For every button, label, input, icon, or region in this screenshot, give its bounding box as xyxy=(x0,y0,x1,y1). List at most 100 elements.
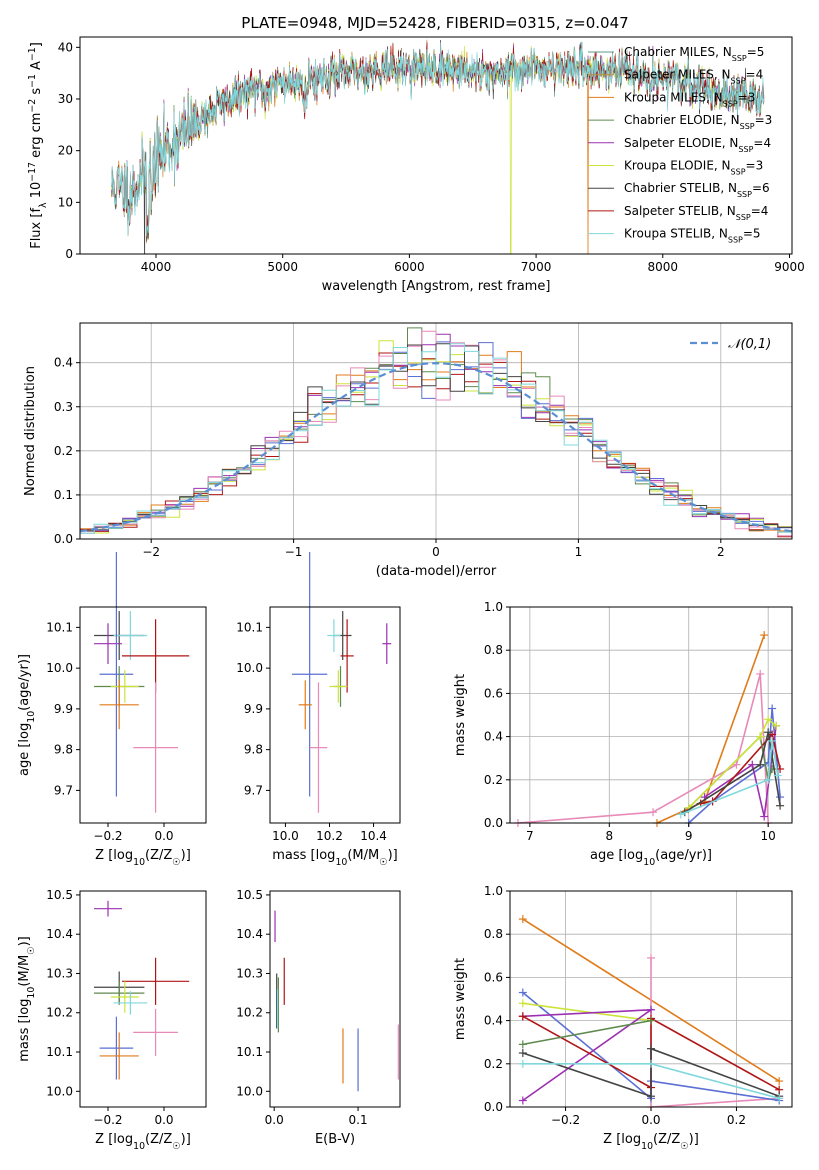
y-tick-label: 40 xyxy=(58,40,73,54)
label-part: )] xyxy=(181,1132,191,1147)
legend-model-name: Chabrier STELIB, N xyxy=(624,181,737,195)
label-part: −1 xyxy=(27,47,38,61)
x-axis-label: wavelength [Angstrom, rest frame] xyxy=(322,279,551,294)
label-part: ] xyxy=(29,42,44,47)
label-part: log xyxy=(17,999,32,1019)
legend-entry: Chabrier STELIB, NSSP=6 xyxy=(624,181,770,199)
x-tick-label: 9 xyxy=(685,829,693,843)
x-tick-label: 10.4 xyxy=(360,829,387,843)
label-part: (age/yr)] xyxy=(655,848,712,863)
x-tick-label: −0.2 xyxy=(551,1113,580,1127)
y-tick-label: 9.9 xyxy=(54,702,73,716)
x-tick-label: 0 xyxy=(432,545,440,559)
normal-curve xyxy=(80,361,792,533)
y-tick-label: 10 xyxy=(58,195,73,209)
y-axis-label: age [log10(age/yr)] xyxy=(17,654,37,776)
label-part: (data-model)/error xyxy=(376,564,497,579)
y-tick-label: 10.1 xyxy=(236,620,263,634)
label-part: (age/yr)] xyxy=(17,654,32,711)
legend-sub: SSP xyxy=(740,122,755,131)
label-part: (Z/Z xyxy=(145,1132,172,1147)
x-tick-label: 10.2 xyxy=(316,829,343,843)
label-part: (Z/Z xyxy=(653,1132,680,1147)
label-part: log xyxy=(17,723,32,743)
label-part: ☉ xyxy=(172,1141,180,1152)
mass-vs-metallicity-panel: −0.2 0.010.010.110.210.310.410.5Z [log10(… xyxy=(17,888,207,1152)
label-part: (Z/Z xyxy=(145,848,172,863)
legend-model-name: Chabrier MILES, N xyxy=(624,45,732,59)
axes-frame xyxy=(269,606,401,824)
x-axis-label: Z [log10(Z/Z☉)] xyxy=(603,1132,699,1152)
x-tick-label: 0.1 xyxy=(349,1113,368,1127)
label-part: age [ xyxy=(17,743,32,776)
spectrum-panel: 4000 5000 6000 7000 8000 9000 0 10 20 30 40 wavelen… xyxy=(27,36,805,294)
x-tick-label: 8 xyxy=(605,829,613,843)
x-axis-label: E(B-V) xyxy=(315,1132,355,1147)
x-tick-label: 1 xyxy=(575,545,583,559)
label-part: Z [ xyxy=(95,848,113,863)
x-axis-label: Z [log10(Z/Z☉)] xyxy=(95,1132,191,1152)
y-tick-label: 0.4 xyxy=(484,1014,503,1028)
y-tick-label: 0.3 xyxy=(54,400,73,414)
label-part: E(B-V) xyxy=(315,1132,355,1147)
y-tick-label: 0.8 xyxy=(484,643,503,657)
label-part: 10 xyxy=(26,711,37,723)
x-tick-label: −0.2 xyxy=(93,829,122,843)
legend-sub: SSP xyxy=(723,99,738,108)
label-part: )] xyxy=(689,1132,699,1147)
x-tick-label: 0.2 xyxy=(727,1113,746,1127)
y-tick-label: 0.6 xyxy=(484,970,503,984)
legend-count: =4 xyxy=(753,136,771,150)
label-part: −1 xyxy=(27,74,38,88)
y-tick-label: 0.0 xyxy=(484,816,503,830)
label-part: ☉ xyxy=(26,946,37,954)
legend-entry: Salpeter ELODIE, NSSP=4 xyxy=(624,136,771,154)
label-part: erg cm xyxy=(29,113,44,162)
legend-model-name: Kroupa STELIB, N xyxy=(624,227,728,241)
weight-series-line xyxy=(704,725,777,817)
y-tick-label: 0.8 xyxy=(484,927,503,941)
y-tick-label: 0.4 xyxy=(484,730,503,744)
y-tick-label: 10.0 xyxy=(236,1084,263,1098)
histogram-step xyxy=(80,343,792,539)
label-part: ☉ xyxy=(680,1141,688,1152)
legend-entry: Chabrier MILES, NSSP=5 xyxy=(624,45,764,63)
legend-sub: SSP xyxy=(731,167,746,176)
y-tick-label: 10.3 xyxy=(46,966,73,980)
weight-series-line xyxy=(522,1019,652,1046)
label-part: 10 xyxy=(335,857,347,868)
x-axis-label: mass [log10(M/M☉)] xyxy=(272,848,398,868)
legend-count: =4 xyxy=(751,204,769,218)
label-part: mass [ xyxy=(272,848,315,863)
legend-entry: Kroupa MILES, NSSP=3 xyxy=(624,90,755,108)
label-part: 10 xyxy=(643,857,655,868)
legend-model-name: Salpeter MILES, N xyxy=(624,68,731,82)
x-axis-label: Z [log10(Z/Z☉)] xyxy=(95,848,191,868)
axes-frame xyxy=(509,606,793,824)
x-tick-label: 4000 xyxy=(141,260,172,274)
weight-series-line xyxy=(522,1047,780,1098)
axes-frame xyxy=(79,606,207,824)
weight-vs-metallicity-panel: −0.2 0.0 0.2 0.0 0.2 0.4 0.6 0.8 1.0 Z [log10(Z/Z… xyxy=(453,884,793,1152)
label-part: mass weight xyxy=(453,958,468,1040)
y-tick-label: 0.6 xyxy=(484,686,503,700)
age-vs-mass-panel: 10.0 10.2 10.4 9.7 9.8 9.9 10.0 10.1 mass [log10… xyxy=(236,551,401,868)
x-tick-label: 0.0 xyxy=(154,829,173,843)
y-tick-label: 0.2 xyxy=(54,444,73,458)
residuals-panel: −2 −1 0 1 2 0.0 0.1 0.2 0.3 0.4 (data-model)/error… xyxy=(23,322,793,579)
x-tick-label: 7000 xyxy=(521,260,552,274)
legend-sub: SSP xyxy=(732,54,747,63)
y-tick-label: 1.0 xyxy=(484,600,503,614)
y-tick-label: 9.7 xyxy=(54,783,73,797)
legend-entry: Chabrier ELODIE, NSSP=3 xyxy=(624,113,772,131)
y-tick-label: 30 xyxy=(58,92,73,106)
y-tick-label: 9.8 xyxy=(244,743,263,757)
axes-frame xyxy=(79,890,207,1108)
legend-count: =4 xyxy=(746,68,764,82)
y-tick-label: 0.1 xyxy=(54,488,73,502)
label-part: 10 xyxy=(133,857,145,868)
legend-entry: Kroupa STELIB, NSSP=5 xyxy=(624,227,761,245)
y-tick-label: 9.7 xyxy=(244,783,263,797)
label-part: Flux [f xyxy=(29,208,44,249)
